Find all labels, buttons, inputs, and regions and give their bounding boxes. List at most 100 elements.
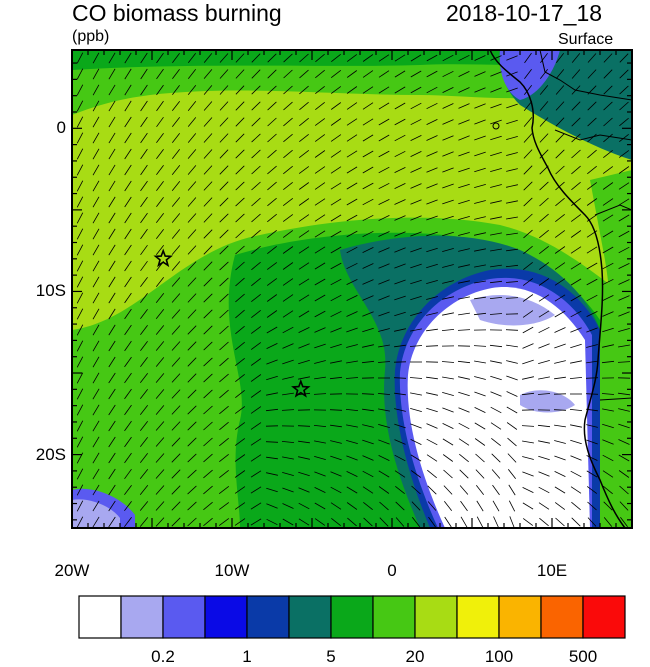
wind-vector [124, 388, 132, 400]
wind-vector [187, 389, 197, 399]
wind-vector [203, 373, 213, 383]
wind-vector [203, 325, 213, 335]
wind-vector [620, 516, 628, 528]
wind-vector [539, 85, 549, 95]
wind-vector [523, 197, 533, 207]
wind-vector [92, 516, 100, 528]
wind-vector [92, 228, 100, 240]
wind-vector [251, 149, 261, 159]
y-tick-label: 0 [56, 118, 66, 138]
wind-vector [362, 118, 374, 126]
wind-vector [171, 309, 181, 319]
wind-vector [267, 101, 277, 111]
wind-vector [219, 133, 229, 143]
wind-vector [410, 279, 422, 285]
wind-vector [124, 52, 132, 64]
wind-vector [155, 373, 165, 383]
wind-vector [602, 423, 614, 429]
wind-vector [346, 360, 358, 364]
colorbar-box [330, 595, 374, 639]
wind-vector [235, 213, 245, 223]
wind-vector [603, 69, 613, 79]
wind-vector [410, 199, 422, 205]
wind-vector [506, 406, 518, 414]
wind-vector [251, 133, 261, 143]
wind-vector [410, 231, 422, 237]
wind-vector [362, 198, 374, 206]
wind-vector [442, 231, 454, 237]
wind-vector [362, 86, 374, 94]
wind-vector [124, 516, 132, 528]
wind-vector [587, 117, 597, 127]
wind-vector [491, 469, 501, 479]
wind-vector [586, 198, 598, 206]
wind-vector [218, 518, 230, 526]
wind-vector [346, 134, 358, 142]
wind-vector [441, 329, 455, 331]
wind-vector [187, 373, 197, 383]
wind-vector [313, 393, 327, 395]
wind-vector [362, 311, 374, 317]
wind-vector [411, 485, 421, 495]
wind-vector [140, 196, 148, 208]
wind-vector [619, 85, 629, 95]
wind-vector [139, 421, 149, 431]
wind-vector [76, 292, 84, 304]
wind-vector [493, 516, 499, 528]
wind-vector [315, 85, 325, 95]
wind-vector [235, 85, 245, 95]
wind-vector [458, 248, 470, 252]
wind-vector [521, 392, 535, 396]
wind-vector [476, 516, 484, 528]
wind-vector [586, 439, 598, 445]
wind-vector [330, 118, 342, 126]
wind-vector [76, 388, 84, 400]
wind-vector [124, 340, 132, 352]
wind-vector [394, 183, 406, 189]
wind-vector [490, 71, 502, 77]
wind-vector [346, 279, 358, 285]
wind-vector [426, 215, 438, 221]
colorbar-box [456, 595, 500, 639]
wind-vector [474, 103, 486, 109]
wind-vector [394, 167, 406, 173]
wind-vector [458, 199, 470, 205]
wind-vector [476, 500, 484, 512]
wind-vector [554, 262, 566, 270]
wind-vector [571, 165, 581, 175]
wind-vector [586, 182, 598, 190]
wind-vector [602, 344, 614, 348]
wind-vector [124, 132, 132, 144]
wind-vector [76, 116, 84, 128]
wind-vector [155, 325, 165, 335]
wind-vector [442, 135, 454, 141]
wind-vector [538, 486, 550, 494]
wind-vector [314, 376, 326, 380]
wind-vector [156, 132, 164, 144]
wind-vector [234, 502, 246, 510]
wind-vector [267, 165, 277, 175]
wind-vector [219, 181, 229, 191]
wind-vector [490, 151, 502, 157]
field-gulf-blue [499, 50, 560, 100]
wind-vector [251, 277, 261, 287]
wind-vector [250, 422, 262, 430]
wind-vector [394, 231, 406, 237]
wind-vector [330, 166, 342, 174]
wind-vector [378, 54, 390, 62]
wind-vector [363, 501, 373, 511]
wind-vector [92, 436, 100, 448]
wind-vector [155, 229, 165, 239]
wind-vector [298, 487, 310, 493]
wind-vector [156, 68, 164, 80]
wind-vector [283, 85, 293, 95]
wind-vector [554, 440, 566, 444]
wind-vector [92, 292, 100, 304]
wind-vector [108, 388, 116, 400]
wind-vector [522, 294, 534, 302]
wind-vector [92, 180, 100, 192]
wind-vector [361, 360, 375, 364]
wind-vector [378, 263, 390, 269]
wind-vector [250, 358, 262, 366]
wind-vector [618, 328, 630, 332]
